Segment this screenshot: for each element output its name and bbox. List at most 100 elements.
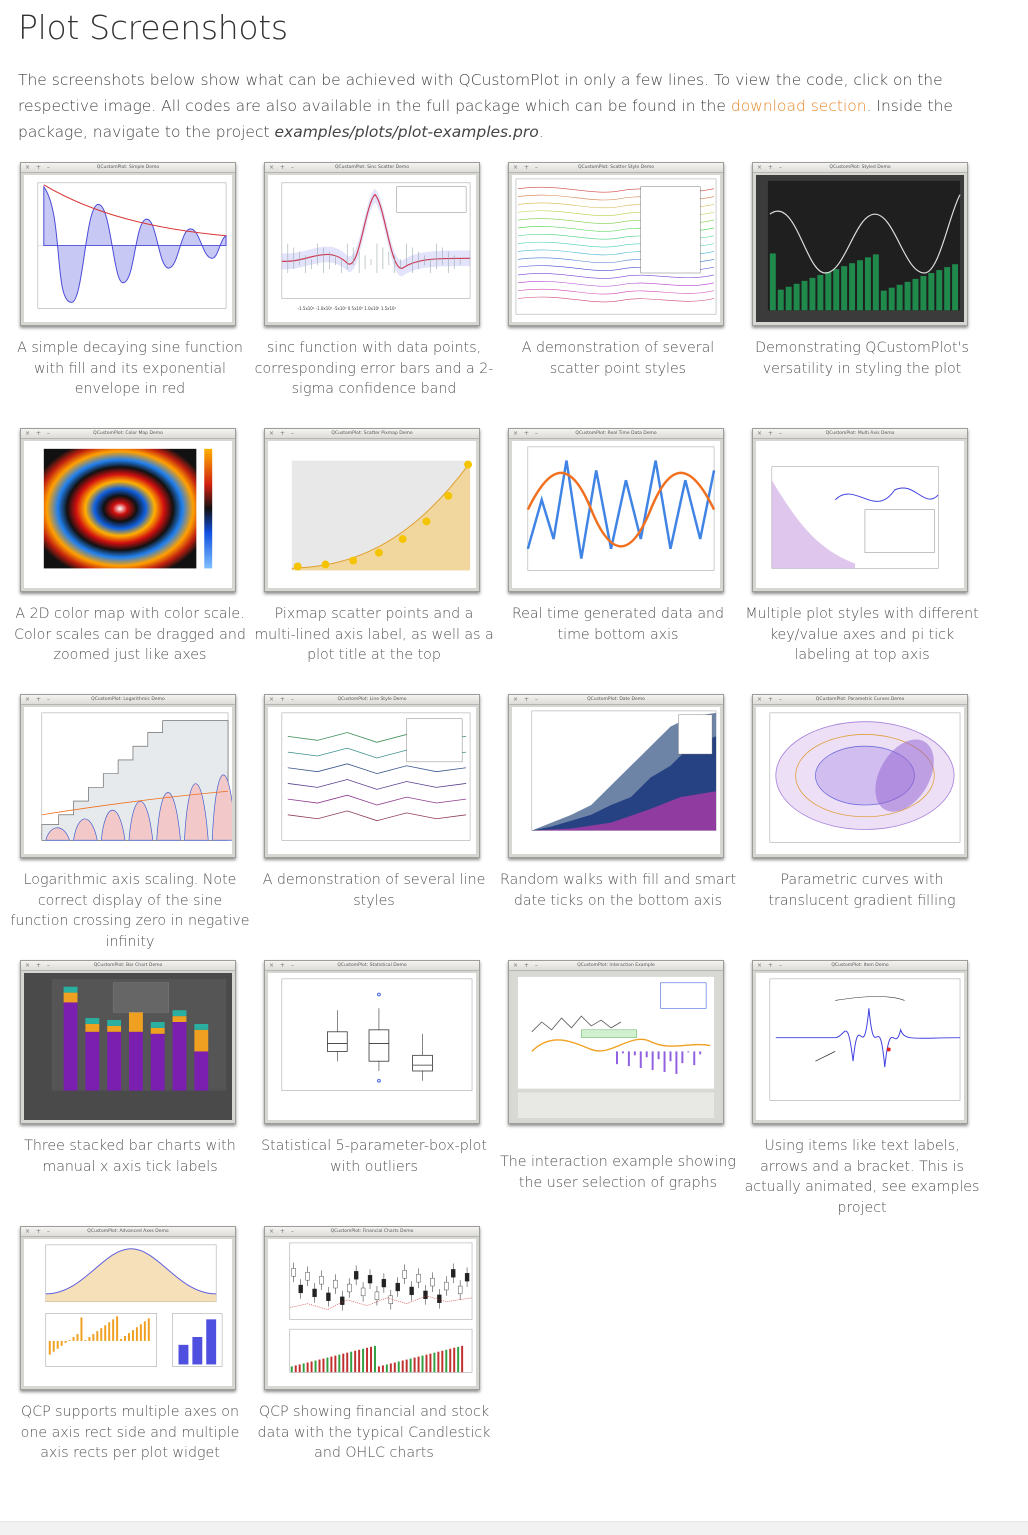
window-title: QCustomPlot: Scatter Style Demo (578, 165, 654, 170)
intro-paragraph: The screenshots below show what can be a… (18, 67, 1018, 145)
window-buttons: × + – (269, 1228, 296, 1235)
window-title: QCustomPlot: Interaction Example (577, 963, 655, 968)
example-screenshot-link[interactable]: × + – QCustomPlot: Color Map Demo (20, 428, 236, 592)
window-buttons: × + – (25, 1228, 52, 1235)
window-title: QCustomPlot: Line Style Demo (337, 697, 407, 702)
plot-thumbnail-image (24, 1239, 232, 1386)
example-screenshot-link[interactable]: × + – QCustomPlot: Real Time Data Demo (508, 428, 724, 592)
example-screenshot-link[interactable]: × + – QCustomPlot: Item Demo (752, 960, 968, 1124)
window-titlebar: × + – QCustomPlot: Real Time Data Demo (509, 429, 723, 439)
download-section-link[interactable]: download section (730, 97, 867, 115)
example-caption: A demonstration of several line styles (262, 872, 486, 909)
example-screenshot-link[interactable]: × + – QCustomPlot: Scatter Pixmap Demo (264, 428, 480, 592)
window-buttons: × + – (269, 696, 296, 703)
window-titlebar: × + – QCustomPlot: Statistical Demo (265, 961, 479, 971)
window-titlebar: × + – QCustomPlot: Interaction Example (509, 961, 723, 971)
example-caption: A demonstration of several scatter point… (521, 340, 715, 377)
example-screenshot-link[interactable]: × + – QCustomPlot: Line Style Demo (264, 694, 480, 858)
window-titlebar: × + – QCustomPlot: Parametric Curves Dem… (753, 695, 967, 705)
window-title: QCustomPlot: Sinc Scatter Demo (334, 165, 410, 170)
window-buttons: × + – (757, 430, 784, 437)
window-title: QCustomPlot: Date Demo (587, 697, 645, 702)
example-caption: Using items like text labels, arrows and… (744, 1138, 980, 1216)
example-screenshot-link[interactable]: × + – QCustomPlot: Simple Demo (20, 162, 236, 326)
window-titlebar: × + – QCustomPlot: Sinc Scatter Demo (265, 163, 479, 173)
example-caption: The interaction example showing the user… (500, 1154, 736, 1191)
window-titlebar: × + – QCustomPlot: Styled Demo (753, 163, 967, 173)
window-titlebar: × + – QCustomPlot: Line Style Demo (265, 695, 479, 705)
example-caption: Multiple plot styles with different key/… (745, 606, 979, 663)
window-title: QCustomPlot: Advanced Axes Demo (87, 1229, 169, 1234)
window-buttons: × + – (269, 164, 296, 171)
window-buttons: × + – (25, 696, 52, 703)
example-caption: Logarithmic axis scaling. Note correct d… (10, 872, 250, 950)
svg-text:-1.5x10¹ -1.0x10¹ -5x10⁰ 0 5x1: -1.5x10¹ -1.0x10¹ -5x10⁰ 0 5x10⁰ 1.0x10¹… (298, 306, 397, 311)
window-titlebar: × + – QCustomPlot: Logarithmic Demo (21, 695, 235, 705)
plot-thumbnail-image (512, 707, 720, 854)
window-title: QCustomPlot: Real Time Data Demo (575, 431, 657, 436)
example-screenshot-link[interactable]: × + – QCustomPlot: Bar Chart Demo (20, 960, 236, 1124)
window-titlebar: × + – QCustomPlot: Color Map Demo (21, 429, 235, 439)
example-screenshot-link[interactable]: × + – QCustomPlot: Styled Demo (752, 162, 968, 326)
plot-thumbnail-image (268, 441, 476, 588)
window-title: QCustomPlot: Bar Chart Demo (93, 963, 163, 968)
example-caption: Statistical 5-parameter-box-plot with ou… (261, 1138, 487, 1175)
window-title: QCustomPlot: Financial Charts Demo (330, 1229, 414, 1234)
window-title: QCustomPlot: Color Map Demo (93, 431, 163, 436)
plot-thumbnail-image (268, 707, 476, 854)
plot-thumbnail-image (268, 973, 476, 1120)
plot-thumbnail-image (24, 441, 232, 588)
window-title: QCustomPlot: Styled Demo (829, 165, 891, 170)
example-caption: A simple decaying sine function with fil… (17, 340, 243, 397)
example-screenshot-link[interactable]: × + – QCustomPlot: Logarithmic Demo (20, 694, 236, 858)
window-titlebar: × + – QCustomPlot: Financial Charts Demo (265, 1227, 479, 1237)
window-titlebar: × + – QCustomPlot: Scatter Style Demo (509, 163, 723, 173)
plot-thumbnail-image (24, 175, 232, 322)
intro-text-2: . Inside the package, navigate to the pr… (18, 97, 953, 141)
window-titlebar: × + – QCustomPlot: Bar Chart Demo (21, 961, 235, 971)
example-screenshot-link[interactable]: × + – QCustomPlot: Interaction Example (508, 960, 724, 1124)
plot-thumbnail-image (24, 973, 232, 1120)
example-screenshot-link[interactable]: × + – QCustomPlot: Scatter Style Demo (508, 162, 724, 326)
plot-thumbnail-image (756, 175, 964, 322)
window-title: QCustomPlot: Item Demo (831, 963, 889, 968)
intro-text: The screenshots below show what can be a… (18, 71, 943, 115)
window-titlebar: × + – QCustomPlot: Multi Axis Demo (753, 429, 967, 439)
example-screenshot-link[interactable]: × + – QCustomPlot: Date Demo (508, 694, 724, 858)
footer-divider (0, 1521, 1028, 1535)
window-buttons: × + – (513, 164, 540, 171)
plot-thumbnail-image (756, 973, 964, 1120)
example-caption: sinc function with data points, correspo… (254, 340, 494, 397)
plot-thumbnail-image: -1.5x10¹ -1.0x10¹ -5x10⁰ 0 5x10⁰ 1.0x10¹… (268, 175, 476, 322)
window-buttons: × + – (269, 430, 296, 437)
example-caption: Pixmap scatter points and a multi-lined … (254, 606, 494, 663)
example-caption: Three stacked bar charts with manual x a… (24, 1138, 236, 1175)
example-caption: QCP supports multiple axes on one axis r… (20, 1404, 240, 1461)
example-screenshot-link[interactable]: × + – QCustomPlot: Financial Charts Demo (264, 1226, 480, 1390)
window-title: QCustomPlot: Logarithmic Demo (91, 697, 165, 702)
window-title: QCustomPlot: Statistical Demo (337, 963, 407, 968)
example-caption: A 2D color map with color scale. Color s… (14, 606, 246, 663)
window-title: QCustomPlot: Scatter Pixmap Demo (331, 431, 413, 436)
window-title: QCustomPlot: Multi Axis Demo (825, 431, 895, 436)
example-screenshot-link[interactable]: × + – QCustomPlot: Sinc Scatter Demo -1.… (264, 162, 480, 326)
project-path: examples/plots/plot-examples.pro (274, 123, 539, 141)
window-titlebar: × + – QCustomPlot: Scatter Pixmap Demo (265, 429, 479, 439)
example-caption: Real time generated data and time bottom… (511, 606, 725, 643)
plot-thumbnail-image (756, 707, 964, 854)
plot-thumbnail-image (268, 1239, 476, 1386)
window-buttons: × + – (757, 164, 784, 171)
window-titlebar: × + – QCustomPlot: Simple Demo (21, 163, 235, 173)
intro-end: . (538, 123, 544, 141)
example-screenshot-link[interactable]: × + – QCustomPlot: Advanced Axes Demo (20, 1226, 236, 1390)
example-screenshot-link[interactable]: × + – QCustomPlot: Statistical Demo (264, 960, 480, 1124)
window-title: QCustomPlot: Simple Demo (96, 165, 160, 170)
plot-thumbnail-image (512, 175, 720, 322)
example-screenshot-link[interactable]: × + – QCustomPlot: Multi Axis Demo (752, 428, 968, 592)
plot-thumbnail-image (512, 973, 720, 1120)
window-buttons: × + – (513, 430, 540, 437)
example-screenshot-link[interactable]: × + – QCustomPlot: Parametric Curves Dem… (752, 694, 968, 858)
example-caption: Random walks with fill and smart date ti… (499, 872, 737, 909)
window-buttons: × + – (25, 430, 52, 437)
